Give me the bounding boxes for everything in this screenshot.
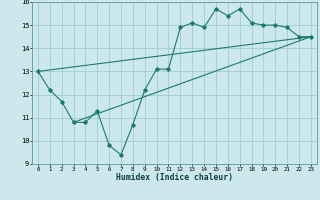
- X-axis label: Humidex (Indice chaleur): Humidex (Indice chaleur): [116, 173, 233, 182]
